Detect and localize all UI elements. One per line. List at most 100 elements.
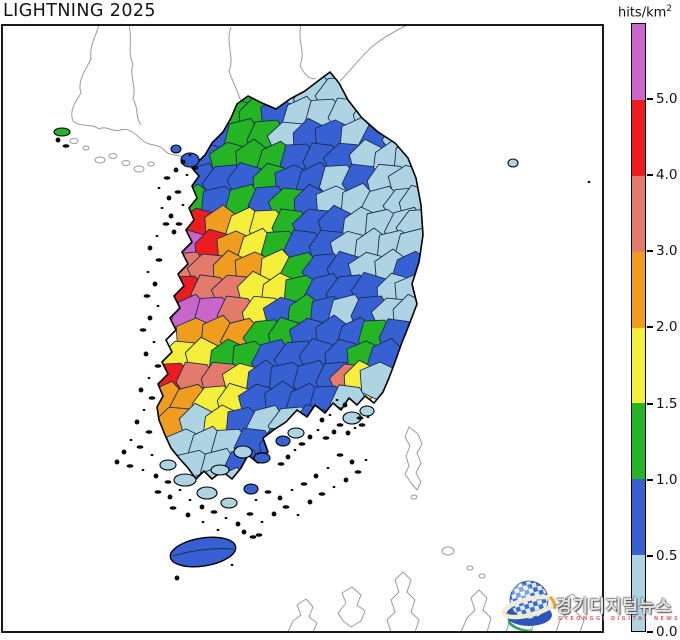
colorbar-tick-label: 5.0	[656, 91, 678, 108]
islet-dot	[296, 513, 300, 517]
colorbar-tick-label: 1.0	[656, 471, 678, 488]
islet-dot	[157, 186, 161, 190]
islet-dot	[210, 510, 218, 514]
colorbar-tick-label: 2.0	[656, 319, 678, 336]
islet-dot	[353, 426, 357, 430]
colorbar-tick	[647, 478, 653, 481]
islet-dot	[188, 153, 192, 157]
islet-dot	[366, 415, 370, 419]
colorbar-tick	[647, 402, 653, 405]
island	[507, 158, 519, 168]
island	[359, 405, 375, 417]
islet-dot	[154, 364, 162, 368]
colorbar-tick	[647, 554, 653, 557]
islet-dot	[354, 470, 362, 474]
jeju-district-border	[172, 548, 235, 557]
islet-dot	[147, 315, 153, 321]
islet-dot	[342, 402, 348, 408]
islet-dot	[290, 488, 294, 492]
islet-dot	[114, 459, 120, 465]
island	[220, 497, 238, 509]
islet-dot	[285, 454, 291, 460]
gray-islet	[133, 165, 145, 173]
islet-dot	[254, 498, 258, 502]
colorbar-tick	[647, 250, 653, 253]
islet-dot	[241, 529, 247, 535]
islet-dot	[335, 398, 339, 402]
islet-dot	[364, 458, 368, 462]
island	[233, 445, 253, 459]
island	[287, 427, 305, 439]
colorbar-segment	[632, 555, 645, 631]
islet-dot	[230, 563, 234, 567]
island	[275, 435, 291, 447]
colorbar-tick-label: 0.0	[656, 623, 678, 640]
north-korea-inland-border	[299, 24, 317, 80]
islet-dot	[155, 234, 159, 238]
islet-dot	[62, 144, 70, 148]
japan-island-outline	[555, 593, 585, 633]
gray-islet	[466, 565, 474, 571]
islet-dot	[155, 258, 163, 262]
gray-islet	[147, 161, 155, 167]
gray-islet	[441, 546, 455, 556]
islet-dot	[154, 490, 162, 494]
islet-dot	[152, 340, 156, 344]
islet-dot	[282, 505, 290, 509]
islet-dot	[216, 528, 220, 532]
jeju-outline	[169, 536, 237, 568]
islet-dot	[343, 477, 349, 483]
islet-dot	[326, 466, 330, 470]
islet-dot	[164, 480, 172, 484]
north-korea-west-coast	[71, 24, 193, 169]
island	[170, 144, 182, 154]
islet-dot	[201, 520, 205, 524]
islet-dot	[185, 512, 191, 518]
gray-islet	[410, 494, 418, 500]
islet-dot	[358, 423, 366, 427]
islet-dot	[141, 468, 145, 472]
colorbar	[631, 23, 646, 632]
tsushima-island-outline	[404, 426, 423, 491]
islet-dot	[264, 490, 272, 494]
islet-dot	[143, 294, 151, 298]
islet-dot	[328, 413, 332, 417]
islet-dot	[174, 190, 182, 194]
island	[180, 152, 200, 168]
islet-dot	[345, 430, 351, 436]
island	[173, 473, 197, 487]
islet-dot	[163, 176, 171, 180]
colorbar-segment	[632, 479, 645, 556]
islet-dot	[138, 387, 144, 393]
islet-dot	[246, 512, 254, 516]
islet-dot	[147, 245, 153, 251]
islet-dot	[156, 304, 160, 308]
gray-islet	[121, 160, 131, 166]
islet-dot	[322, 436, 330, 440]
south-korea-outline	[156, 71, 424, 480]
map-frame	[1, 24, 604, 633]
islet-dot	[298, 442, 306, 446]
islet-dot	[55, 137, 61, 143]
islet-dot	[148, 396, 156, 400]
islet-dot	[318, 492, 326, 496]
islet-dot	[147, 376, 151, 380]
islet-dot	[175, 222, 183, 226]
islet-dot	[336, 423, 344, 427]
islet-dot	[153, 473, 159, 479]
islet-dot	[260, 520, 264, 524]
islet-dot	[199, 504, 205, 510]
islet-dot	[171, 229, 177, 235]
japan-island-outline	[386, 571, 420, 633]
islet-dot	[178, 488, 182, 492]
colorbar-tick-label: 4.0	[656, 167, 678, 184]
colorbar-segment	[632, 24, 645, 100]
islet-dot	[134, 419, 140, 425]
north-korea-east-coast	[339, 24, 408, 82]
islet-dot	[139, 328, 147, 332]
island	[243, 483, 259, 495]
gray-islet	[94, 156, 106, 164]
japan-island-outline	[460, 589, 492, 633]
